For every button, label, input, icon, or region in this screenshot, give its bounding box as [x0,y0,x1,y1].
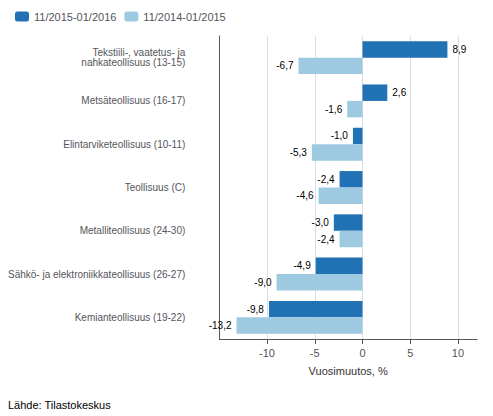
svg-text:Sähkö- ja elektroniikkateollis: Sähkö- ja elektroniikkateollisuus (26-27… [8,269,185,280]
svg-text:-2,4: -2,4 [317,234,335,245]
svg-text:0: 0 [359,347,365,359]
svg-text:10: 10 [452,347,464,359]
svg-text:-13,2: -13,2 [209,320,232,331]
svg-text:Vuosimuutos, %: Vuosimuutos, % [309,365,388,377]
svg-text:-5,3: -5,3 [290,147,308,158]
svg-text:-3,0: -3,0 [312,217,330,228]
svg-text:5: 5 [407,347,413,359]
svg-text:-4,6: -4,6 [296,190,314,201]
svg-text:-2,4: -2,4 [317,174,335,185]
svg-text:-9,8: -9,8 [247,304,265,315]
svg-text:Elintarviketeollisuus (10-11): Elintarviketeollisuus (10-11) [63,139,185,150]
svg-text:Tekstiili-, vaatetus- ja: Tekstiili-, vaatetus- ja [92,47,186,59]
svg-text:11/2014-01/2015: 11/2014-01/2015 [143,11,225,23]
svg-text:-10: -10 [259,347,275,359]
svg-text:-5: -5 [310,347,320,359]
svg-text:Lähde: Tilastokeskus: Lähde: Tilastokeskus [8,399,111,411]
svg-text:Metalliteollisuus (24-30): Metalliteollisuus (24-30) [80,225,186,236]
svg-text:-9,0: -9,0 [254,277,272,288]
svg-text:-1,6: -1,6 [325,104,343,115]
svg-text:11/2015-01/2016: 11/2015-01/2016 [34,11,116,23]
svg-text:-1,0: -1,0 [331,130,349,141]
svg-text:2,6: 2,6 [392,87,406,98]
svg-text:-6,7: -6,7 [276,60,294,71]
svg-text:Kemianteollisuus (19-22): Kemianteollisuus (19-22) [75,312,186,323]
svg-text:-4,9: -4,9 [293,260,311,271]
svg-text:nahkateollisuus (13-15): nahkateollisuus (13-15) [81,57,185,68]
svg-text:Metsäteollisuus (16-17): Metsäteollisuus (16-17) [81,95,185,106]
svg-text:8,9: 8,9 [452,44,466,55]
svg-text:Teollisuus (C): Teollisuus (C) [125,182,186,193]
